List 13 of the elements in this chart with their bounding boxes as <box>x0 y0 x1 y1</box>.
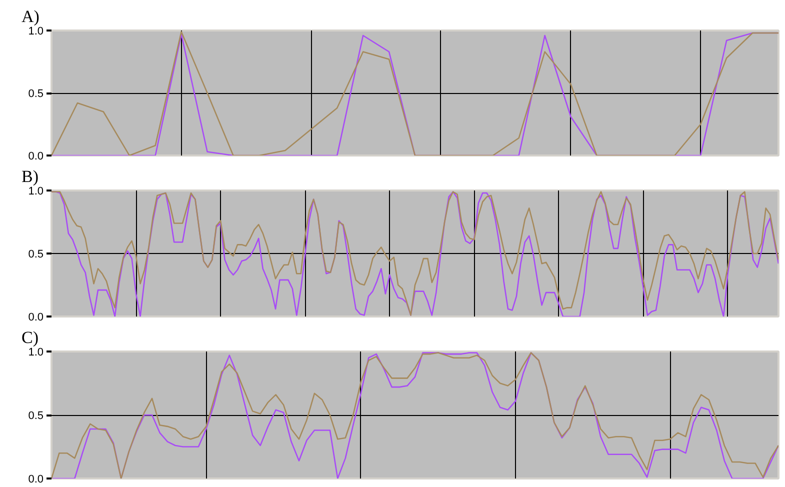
y-tick-label: 1.0 <box>28 26 44 38</box>
chart-title: C) <box>22 328 38 347</box>
y-tick-label: 0.0 <box>28 150 44 162</box>
y-tick-label: 1.0 <box>28 186 44 198</box>
y-tick-label: 1.0 <box>28 346 44 358</box>
chart-title: B) <box>22 167 38 186</box>
chart-title: A) <box>22 7 40 26</box>
line-series <box>52 352 778 478</box>
y-tick-label: 0.5 <box>28 248 44 260</box>
y-tick-label: 0.5 <box>28 88 44 100</box>
y-tick-label: 0.5 <box>28 410 44 422</box>
y-tick-label: 0.0 <box>28 474 44 486</box>
y-tick-label: 0.0 <box>28 312 44 324</box>
